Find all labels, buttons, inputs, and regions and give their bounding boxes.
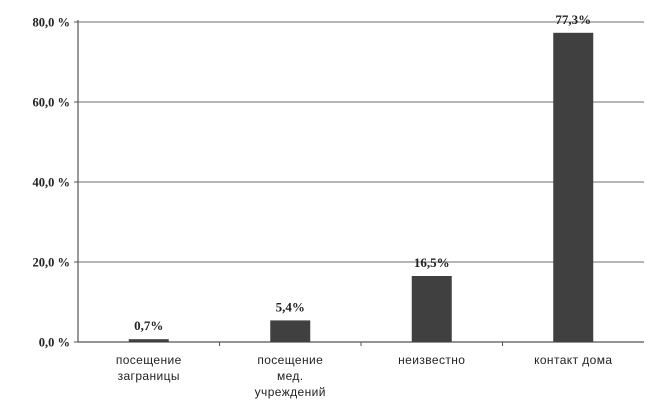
x-category-label: неизвестно [398, 353, 465, 367]
x-category-label: посещение заграницы [116, 353, 182, 383]
bars [128, 32, 594, 343]
y-tick-label: 0,0 % [39, 336, 70, 350]
y-tick-label: 20,0 % [33, 256, 71, 270]
x-category-label-line: учреждений [255, 385, 326, 399]
x-category-label-line: посещение [116, 353, 182, 367]
bar [411, 276, 452, 342]
bar [128, 339, 169, 342]
data-label: 5,4% [276, 299, 305, 314]
grid-lines [78, 21, 644, 263]
x-category-label-line: посещение [257, 353, 323, 367]
x-category-label: посещение мед. учреждений [255, 353, 326, 399]
data-label: 0,7% [134, 318, 163, 333]
data-label: 16,5% [414, 255, 450, 270]
y-axis-tick-labels: 0,0 % 20,0 % 40,0 % 60,0 % 80,0 % [33, 16, 71, 350]
y-tick-label: 60,0 % [33, 96, 71, 110]
x-axis-category-labels: посещение заграницы посещение мед. учреждени… [116, 353, 612, 399]
data-labels: 0,7% 5,4% 16,5% 77,3% [134, 12, 591, 333]
bar [553, 32, 594, 343]
data-label: 77,3% [555, 12, 591, 27]
x-category-label-line: контакт дома [534, 353, 612, 367]
y-tick-label: 80,0 % [33, 16, 71, 30]
x-category-label: контакт дома [534, 353, 612, 367]
bar [270, 320, 311, 342]
x-category-label-line: заграницы [118, 369, 180, 383]
x-category-label-line: неизвестно [398, 353, 465, 367]
x-category-label-line: мед. [277, 369, 304, 383]
axes [74, 20, 644, 346]
y-tick-label: 40,0 % [33, 176, 71, 190]
